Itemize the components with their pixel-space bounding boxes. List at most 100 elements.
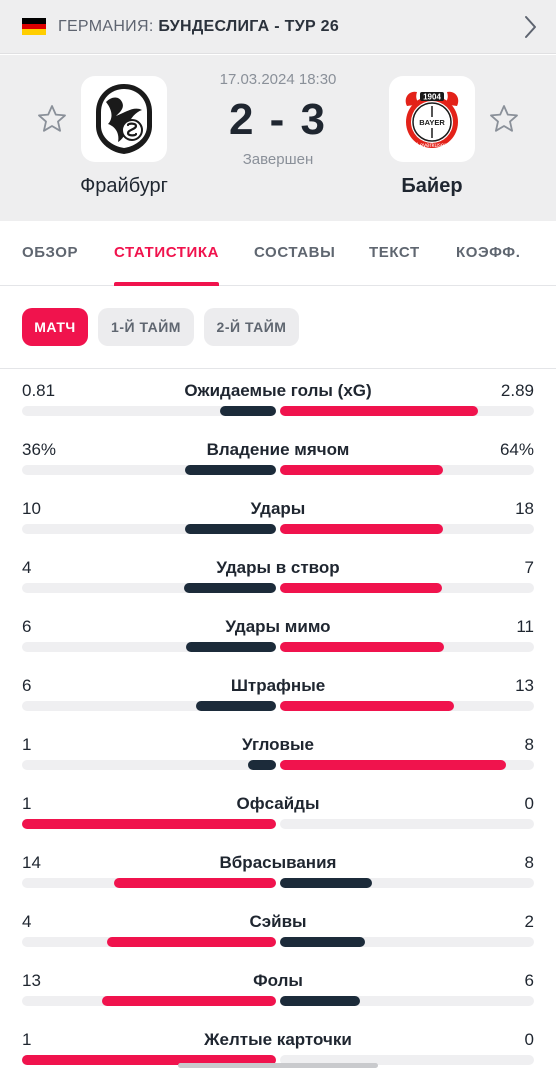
stat-home-bar (248, 760, 276, 770)
stat-home-track (22, 642, 276, 652)
stat-away-track (280, 878, 534, 888)
match-datetime: 17.03.2024 18:30 (219, 71, 337, 88)
stat-away-bar (280, 524, 443, 534)
stat-home-track (22, 996, 276, 1006)
stat-home-value: 14 (22, 853, 41, 872)
away-team-name[interactable]: Байер (401, 175, 463, 197)
breadcrumb-competition: Бундеслига - Тур 26 (158, 17, 340, 35)
stat-away-value: 11 (516, 617, 534, 636)
stat-row: 14 Вбрасывания 8 (0, 843, 556, 902)
germany-flag-icon (22, 18, 46, 36)
stat-away-bar (280, 583, 442, 593)
stat-home-bar (185, 524, 276, 534)
stat-home-value: 6 (22, 676, 32, 695)
stat-row: 13 Фолы 6 (0, 961, 556, 1020)
away-team-logo[interactable]: 1904 BAYER Leverkusen (389, 76, 475, 162)
stat-home-track (22, 465, 276, 475)
competition-breadcrumb[interactable]: Германия: Бундеслига - Тур 26 (0, 0, 556, 54)
stat-home-value: 1 (22, 794, 32, 813)
scroll-indicator (178, 1063, 378, 1068)
stat-home-value: 4 (22, 558, 32, 577)
crest-bayer-text: BAYER (419, 118, 445, 127)
stat-home-bar (102, 996, 276, 1006)
stat-home-track (22, 701, 276, 711)
stat-home-track (22, 878, 276, 888)
stat-home-bar (107, 937, 276, 947)
tab-lineups[interactable]: Составы (254, 244, 336, 261)
stat-away-track (280, 996, 534, 1006)
stat-home-bar (114, 878, 276, 888)
stat-row: 1 Офсайды 0 (0, 784, 556, 843)
home-team-logo[interactable] (81, 76, 167, 162)
stat-away-track (280, 642, 534, 652)
stat-home-bar (185, 465, 276, 475)
stat-away-track (280, 701, 534, 711)
flag-stripe-gold (22, 29, 46, 36)
stat-row: 1 Желтые карточки 0 (0, 1020, 556, 1079)
stat-home-track (22, 406, 276, 416)
stat-away-value: 6 (524, 971, 534, 990)
stat-home-value: 36% (22, 440, 57, 459)
match-tabs: Обзор Статистика Составы Текст Коэфф. (0, 222, 556, 286)
period-chip-second-half[interactable]: 2-й тайм (204, 308, 299, 346)
period-chip-match[interactable]: Матч (22, 308, 88, 346)
stat-away-bar (280, 937, 365, 947)
stat-away-value: 2 (524, 912, 534, 931)
favorite-away-star-icon[interactable] (488, 103, 520, 135)
stat-label: Вбрасывания (219, 853, 337, 872)
tab-odds[interactable]: Коэфф. (456, 244, 521, 261)
stat-label: Удары мимо (225, 617, 331, 636)
favorite-home-star-icon[interactable] (36, 103, 68, 135)
stat-home-value: 13 (22, 971, 41, 990)
stat-away-bar (280, 701, 454, 711)
tab-overview[interactable]: Обзор (22, 244, 79, 261)
stat-label: Фолы (253, 971, 303, 990)
crest-year-text: 1904 (423, 93, 441, 102)
stat-away-track (280, 406, 534, 416)
stat-away-bar (280, 642, 444, 652)
stat-home-track (22, 819, 276, 829)
stat-away-value: 2.89 (500, 381, 534, 400)
stat-away-value: 0 (524, 794, 534, 813)
stat-home-bar (186, 642, 276, 652)
stat-away-bar (280, 465, 443, 475)
stat-away-track (280, 819, 534, 829)
stat-label: Угловые (242, 735, 314, 754)
match-status: Завершен (242, 151, 314, 168)
stat-home-value: 1 (22, 735, 32, 754)
home-team-name[interactable]: Фрайбург (80, 175, 168, 197)
stat-home-bar (22, 819, 276, 829)
stat-away-value: 0 (524, 1030, 534, 1049)
breadcrumb-country: Германия: (58, 17, 154, 35)
stat-label: Ожидаемые голы (xG) (184, 381, 372, 400)
stat-row: 4 Сэйвы 2 (0, 902, 556, 961)
tab-text[interactable]: Текст (369, 244, 420, 261)
stat-row: 6 Штрафные 13 (0, 666, 556, 725)
stats-list: 0.81 Ожидаемые голы (xG) 2.89 36% Владение м… (0, 371, 556, 1079)
stat-home-bar (220, 406, 276, 416)
leverkusen-crest-icon: 1904 BAYER Leverkusen (405, 91, 459, 149)
stat-home-value: 6 (22, 617, 32, 636)
stat-away-value: 18 (515, 499, 534, 518)
stat-away-value: 13 (515, 676, 534, 695)
stat-label: Владение мячом (206, 440, 350, 459)
tab-statistics[interactable]: Статистика (114, 222, 220, 286)
stat-away-bar (280, 406, 478, 416)
flag-stripe-red (22, 23, 46, 30)
stat-row: 10 Удары 18 (0, 489, 556, 548)
stat-home-value: 0.81 (22, 381, 56, 400)
stat-row: 36% Владение мячом 64% (0, 430, 556, 489)
match-header: Фрайбург 17.03.2024 18:30 2 - 3 Завершен… (0, 55, 556, 221)
breadcrumb-text: Германия: Бундеслига - Тур 26 (58, 18, 339, 36)
period-chip-first-half[interactable]: 1-й тайм (98, 308, 194, 346)
chevron-right-icon[interactable] (518, 14, 542, 40)
stat-label: Сэйвы (249, 912, 307, 931)
stat-home-track (22, 524, 276, 534)
stat-away-track (280, 1055, 534, 1065)
stat-away-value: 7 (524, 558, 534, 577)
stat-away-track (280, 524, 534, 534)
stat-away-track (280, 937, 534, 947)
freiburg-crest-icon (96, 84, 152, 154)
match-score: 2 - 3 (228, 95, 328, 144)
stat-row: 0.81 Ожидаемые голы (xG) 2.89 (0, 371, 556, 430)
